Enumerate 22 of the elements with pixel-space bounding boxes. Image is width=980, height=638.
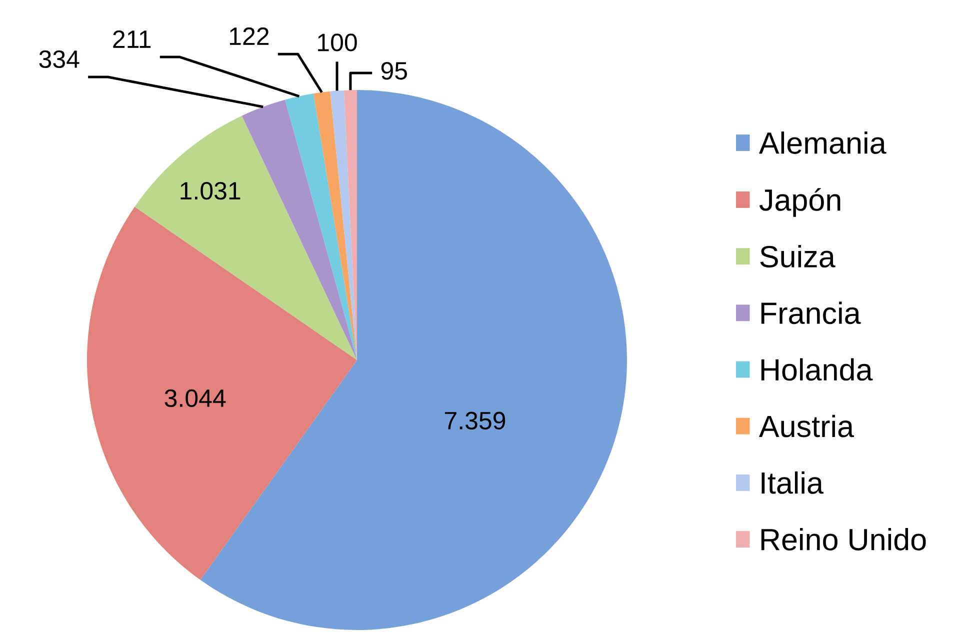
data-label: 211 bbox=[113, 30, 151, 48]
legend-label: Italia bbox=[762, 471, 824, 494]
pie-slice bbox=[242, 100, 357, 360]
data-label: 334 bbox=[39, 50, 80, 68]
pie-slice bbox=[134, 116, 357, 360]
legend-label: Francia bbox=[761, 302, 861, 324]
pie-slice bbox=[285, 94, 357, 360]
legend-label: Alemania bbox=[758, 132, 886, 154]
data-label: 1.031 bbox=[180, 182, 240, 200]
legend-label: Suiza bbox=[760, 245, 836, 268]
legend-label: Holanda bbox=[761, 358, 873, 381]
data-label: 100 bbox=[318, 34, 357, 52]
data-label: 95 bbox=[381, 62, 407, 80]
pie-slice bbox=[330, 90, 357, 360]
legend-label: Reino Unido bbox=[761, 528, 926, 550]
pie-slice bbox=[87, 206, 357, 580]
data-label: 3.044 bbox=[164, 389, 226, 408]
legend-label: Japón bbox=[759, 188, 840, 217]
data-label: 7.359 bbox=[444, 412, 506, 430]
data-label: 122 bbox=[230, 27, 269, 45]
pie-slice bbox=[313, 91, 357, 360]
legend-label: Austria bbox=[758, 414, 854, 438]
